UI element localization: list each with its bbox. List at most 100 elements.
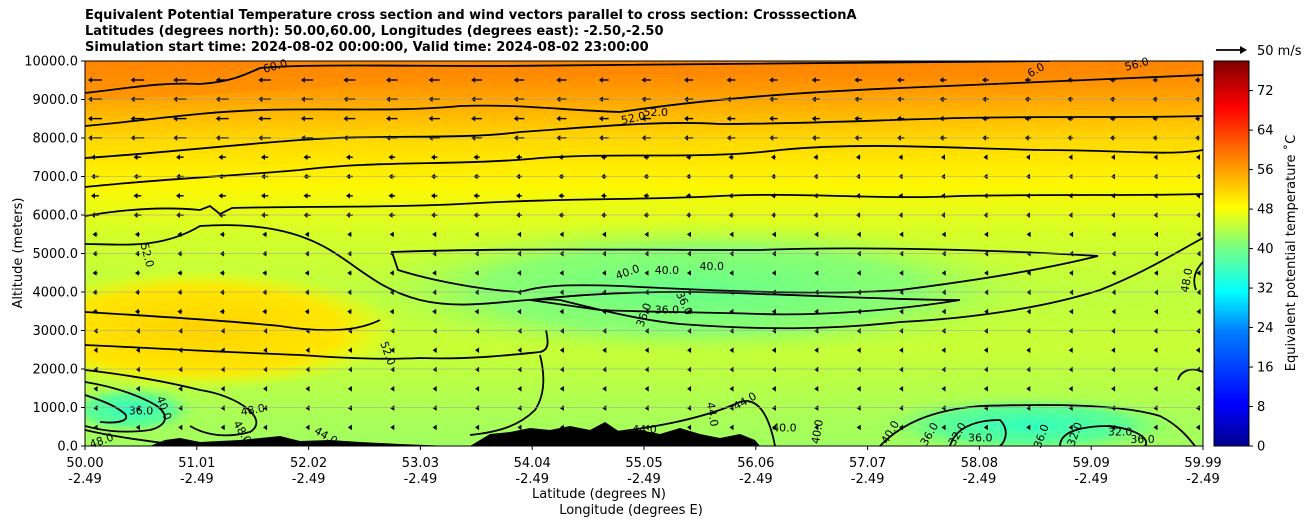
wind-vector — [343, 77, 356, 83]
x-tick-label-lat: 51.01 — [178, 456, 215, 471]
x-tick-label-lon: -2.49 — [1074, 472, 1108, 487]
wind-vector — [602, 308, 607, 315]
colorbar-tick-label: 48 — [1257, 203, 1274, 218]
wind-vector — [1026, 308, 1031, 315]
contour-label: 36.0 — [1130, 433, 1155, 446]
x-tick-label-lat: 54.04 — [514, 456, 551, 471]
wind-vector — [220, 405, 225, 411]
wind-vector — [729, 424, 734, 431]
wind-vector — [1196, 270, 1201, 276]
y-tick-label: 2000.0 — [33, 363, 79, 378]
x-axis: 50.00-2.4951.01-2.4952.02-2.4953.03-2.49… — [66, 446, 1222, 487]
y-tick-label: 6000.0 — [33, 209, 79, 224]
wind-vector — [219, 308, 225, 315]
wind-vector — [303, 154, 311, 160]
wind-vector — [1195, 405, 1200, 411]
wind-vector — [602, 386, 607, 392]
wind-vector — [346, 193, 353, 199]
wind-vector — [1194, 115, 1200, 122]
contour-label: 52.0 — [138, 242, 157, 269]
contour-label: 40.0 — [809, 418, 826, 444]
contour-label: 40.0 — [655, 264, 680, 277]
wind-vector — [602, 405, 607, 411]
wind-vector — [304, 231, 310, 238]
x-tick-label-lat: 53.03 — [402, 456, 439, 471]
wind-vector — [602, 347, 607, 354]
wind-vector — [262, 231, 267, 238]
wind-vector — [771, 231, 776, 238]
wind-vector — [263, 347, 268, 354]
wind-vector — [856, 328, 861, 334]
wind-vector — [941, 193, 945, 199]
wind-vector — [941, 308, 946, 315]
wind-vector — [219, 231, 225, 238]
x-tick-label-lon: -2.49 — [627, 472, 661, 487]
terrain — [150, 436, 450, 446]
wind-vector — [771, 270, 776, 276]
wind-vector — [305, 424, 310, 431]
wind-vector — [1068, 386, 1073, 392]
wind-vector — [941, 328, 946, 334]
wind-vector — [134, 308, 140, 315]
wind-vector — [1069, 231, 1074, 238]
wind-vector — [856, 424, 861, 431]
wind-vector — [261, 154, 269, 160]
wind-vector — [771, 424, 776, 431]
wind-vector — [390, 386, 395, 392]
wind-vector — [984, 270, 989, 276]
wind-vector — [983, 154, 988, 160]
wind-vector — [1026, 366, 1031, 373]
colorbar-tick-label: 16 — [1257, 361, 1274, 376]
wind-vector — [178, 424, 183, 431]
y-tick-label: 7000.0 — [33, 170, 79, 185]
wind-vector — [899, 328, 904, 334]
contour-label: 52.0 — [644, 106, 669, 119]
y-tick-label: 8000.0 — [33, 132, 79, 147]
wind-vector — [220, 347, 225, 354]
wind-vector — [178, 328, 183, 334]
wind-vector — [135, 366, 140, 373]
wind-vector — [1067, 115, 1074, 122]
wind-vector — [1068, 193, 1073, 199]
wind-vector — [263, 424, 268, 431]
wind-vector — [1196, 231, 1201, 238]
wind-vector — [1154, 270, 1158, 276]
wind-vector — [1153, 424, 1158, 431]
wind-vector — [1109, 115, 1116, 122]
wind-vector — [343, 115, 356, 122]
wind-vector — [1067, 77, 1074, 83]
contour-label: 36.0 — [968, 431, 993, 444]
wind-vector — [559, 270, 564, 276]
wind-vector — [644, 270, 649, 276]
wind-vector — [1111, 231, 1116, 238]
wind-vector — [91, 193, 99, 199]
wind-vector — [473, 193, 480, 199]
wind-vector — [389, 308, 394, 315]
wind-vector — [644, 231, 649, 238]
gridlines — [85, 99, 1203, 408]
wind-vector — [601, 193, 607, 199]
wind-vector — [939, 115, 947, 122]
wind-vector — [218, 154, 226, 160]
wind-vector — [173, 115, 187, 122]
wind-vector — [517, 347, 522, 354]
wind-vector — [983, 405, 988, 411]
wind-vector — [432, 366, 437, 373]
wind-vector — [1026, 386, 1031, 392]
wind-vector — [347, 347, 352, 354]
wind-vector — [558, 154, 565, 160]
wind-vector — [813, 193, 819, 199]
wind-vector — [1195, 386, 1200, 392]
wind-vector — [305, 386, 310, 392]
x-axis-label-longitude: Longitude (degrees E) — [559, 503, 703, 518]
wind-vector — [347, 366, 352, 373]
wind-vector — [771, 193, 776, 199]
wind-vector — [1109, 77, 1116, 83]
wind-vector — [262, 270, 267, 276]
x-tick-label-lon: -2.49 — [515, 472, 549, 487]
wind-vector — [769, 115, 778, 122]
wind-vector — [135, 405, 140, 411]
wind-vector — [517, 231, 522, 238]
y-tick-label: 10000.0 — [24, 55, 78, 70]
wind-vector — [686, 270, 691, 276]
